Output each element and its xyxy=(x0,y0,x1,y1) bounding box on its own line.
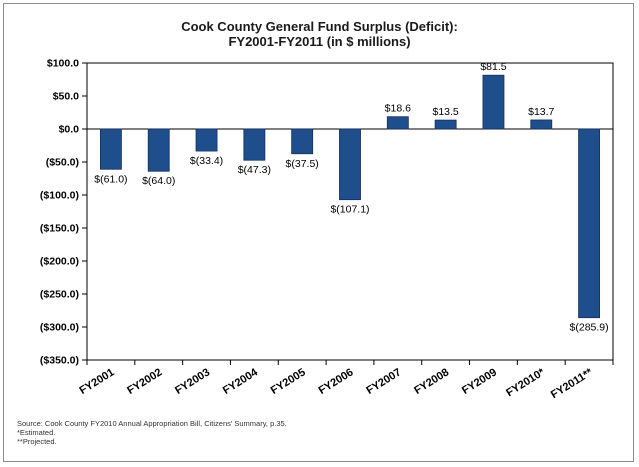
plot-area xyxy=(86,62,614,361)
data-label: $(37.5) xyxy=(286,158,319,170)
data-label: $(33.4) xyxy=(190,155,223,167)
chart-notes: Source: Cook County FY2010 Annual Approp… xyxy=(17,419,287,446)
x-tick-label: FY2004 xyxy=(221,366,261,397)
y-tick-label: ($50.0) xyxy=(46,157,79,169)
y-tick-label: $100.0 xyxy=(47,58,79,70)
x-tick-label: FY2002 xyxy=(125,366,164,397)
data-label: $(64.0) xyxy=(142,175,175,187)
bar xyxy=(339,128,361,201)
data-label: $(285.9) xyxy=(570,322,609,334)
data-label: $(47.3) xyxy=(238,164,271,176)
chart-frame xyxy=(3,3,634,462)
data-label: $81.5 xyxy=(480,61,506,73)
bar xyxy=(243,128,266,161)
x-tick-label: FY2010* xyxy=(504,366,547,399)
x-tick-label: FY2005 xyxy=(269,366,308,397)
x-tick-label: FY2001 xyxy=(77,366,116,397)
y-tick-label: ($150.0) xyxy=(40,223,79,235)
bar xyxy=(578,128,601,319)
x-tick-label: FY2008 xyxy=(412,366,451,397)
data-label: $(107.1) xyxy=(330,204,369,216)
y-tick-label: ($350.0) xyxy=(40,355,79,367)
bar xyxy=(195,128,218,152)
bar xyxy=(291,128,314,155)
projected-note: **Projected. xyxy=(17,437,57,446)
data-label: $13.5 xyxy=(432,106,458,118)
x-tick-label: FY2006 xyxy=(317,366,356,397)
estimated-note: *Estimated. xyxy=(17,428,56,437)
bar xyxy=(386,116,409,130)
x-tick-label: FY2007 xyxy=(364,366,403,397)
bar xyxy=(530,119,553,130)
bar xyxy=(147,128,170,172)
x-tick-label: FY2009 xyxy=(460,366,499,397)
y-tick-label: ($100.0) xyxy=(40,190,79,202)
source-note: Source: Cook County FY2010 Annual Approp… xyxy=(17,419,287,428)
data-label: $18.6 xyxy=(385,103,411,115)
chart-subtitle: FY2001-FY2011 (in $ millions) xyxy=(228,34,411,49)
y-tick-label: ($300.0) xyxy=(40,322,79,334)
bar xyxy=(434,119,457,130)
y-tick-label: ($250.0) xyxy=(40,289,79,301)
bar xyxy=(482,74,505,130)
bar xyxy=(99,128,122,170)
data-label: $13.7 xyxy=(528,106,554,118)
y-tick-label: $50.0 xyxy=(53,91,79,103)
chart-title: Cook County General Fund Surplus (Defici… xyxy=(181,19,458,34)
data-label: $(61.0) xyxy=(94,173,127,185)
x-tick-label: FY2003 xyxy=(173,366,212,397)
x-tick-label: FY2011** xyxy=(549,366,595,401)
y-tick-label: $0.0 xyxy=(59,124,80,136)
y-tick-label: ($200.0) xyxy=(40,256,79,268)
